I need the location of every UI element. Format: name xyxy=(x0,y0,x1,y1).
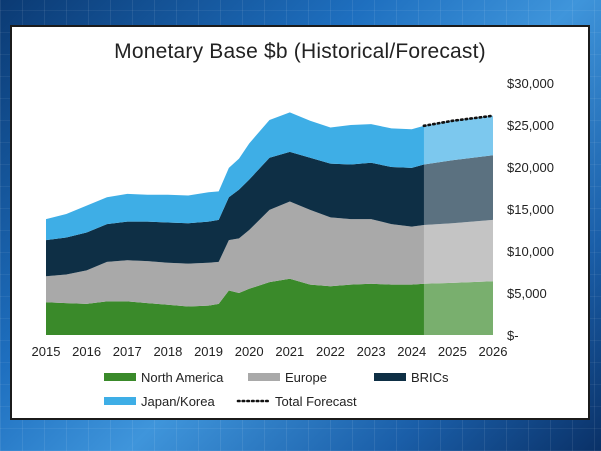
legend-swatch-europe xyxy=(248,373,280,381)
y-tick-label: $5,000 xyxy=(507,286,547,301)
area-north-america xyxy=(46,278,493,335)
area-brics xyxy=(46,151,493,277)
legend-label-north-america: North America xyxy=(141,370,224,385)
x-tick-label: 2017 xyxy=(113,344,142,359)
legend-swatch-japan-korea xyxy=(104,397,136,405)
x-tick-label: 2016 xyxy=(72,344,101,359)
y-tick-label: $25,000 xyxy=(507,118,554,133)
y-axis: $- $5,000 $10,000 $15,000 $20,000 $25,000 $30,… xyxy=(507,76,554,343)
x-tick-label: 2025 xyxy=(438,344,467,359)
x-axis: 2015 2016 2017 2018 2019 2020 2021 2022 2023 2024… xyxy=(32,344,508,359)
legend-label-total-forecast: Total Forecast xyxy=(275,394,357,409)
total-forecast-line-group xyxy=(422,114,495,128)
legend-label-europe: Europe xyxy=(285,370,327,385)
area-europe xyxy=(46,201,493,307)
chart-svg: $- $5,000 $10,000 $15,000 $20,000 $25,000 $30,… xyxy=(32,76,554,409)
x-tick-label: 2022 xyxy=(316,344,345,359)
y-tick-label: $15,000 xyxy=(507,202,554,217)
x-tick-label: 2024 xyxy=(397,344,426,359)
x-tick-label: 2018 xyxy=(153,344,182,359)
legend-label-japan-korea: Japan/Korea xyxy=(141,394,215,409)
area-japan-korea xyxy=(46,112,493,241)
total-forecast-line xyxy=(422,114,495,128)
forecast-band xyxy=(423,83,493,335)
y-tick-label: $20,000 xyxy=(507,160,554,175)
forecast-shade xyxy=(423,83,493,335)
x-tick-label: 2015 xyxy=(32,344,61,359)
y-tick-label: $- xyxy=(507,328,519,343)
area-layers xyxy=(46,112,493,335)
y-tick-label: $30,000 xyxy=(507,76,554,91)
x-tick-label: 2021 xyxy=(275,344,304,359)
x-tick-label: 2019 xyxy=(194,344,223,359)
legend-label-brics: BRICs xyxy=(411,370,449,385)
legend-swatch-brics xyxy=(374,373,406,381)
legend: North America Europe BRICs Japan/Korea Total… xyxy=(104,370,449,409)
legend-swatch-north-america xyxy=(104,373,136,381)
x-tick-label: 2026 xyxy=(479,344,508,359)
y-tick-label: $10,000 xyxy=(507,244,554,259)
x-tick-label: 2020 xyxy=(235,344,264,359)
chart-title: Monetary Base $b (Historical/Forecast) xyxy=(114,40,486,63)
x-tick-label: 2023 xyxy=(357,344,386,359)
chart-card: Monetary Base $b (Historical/Forecast) $… xyxy=(10,25,590,420)
